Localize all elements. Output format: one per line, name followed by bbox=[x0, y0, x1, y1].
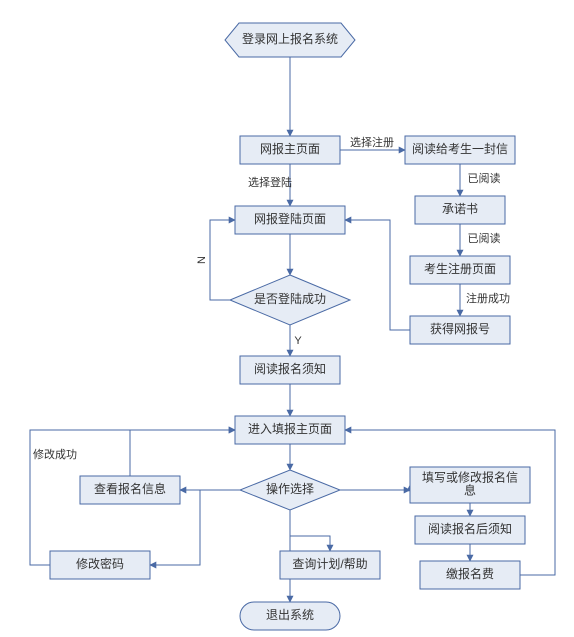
flowchart: 选择注册已阅读已阅读注册成功选择登陆NY修改成功登录网上报名系统网报主页面阅读给… bbox=[0, 0, 574, 637]
node-label-opselect: 操作选择 bbox=[266, 481, 314, 496]
node-label-afternotice: 阅读报名后须知 bbox=[428, 521, 512, 536]
node-letter: 阅读给考生一封信 bbox=[405, 136, 515, 164]
node-queryhelp: 查询计划/帮助 bbox=[280, 551, 380, 579]
node-loginok: 是否登陆成功 bbox=[230, 275, 350, 325]
node-opselect: 操作选择 bbox=[240, 470, 340, 510]
edge-opselect-queryhelp bbox=[290, 510, 330, 551]
node-label-changepwd: 修改密码 bbox=[76, 556, 124, 571]
node-label-payfee: 缴报名费 bbox=[446, 566, 494, 581]
edge-viewinfo-entermain bbox=[130, 430, 235, 476]
edge-label-promise-regpage: 已阅读 bbox=[468, 231, 501, 245]
node-payfee: 缴报名费 bbox=[420, 561, 520, 589]
node-homepage: 网报主页面 bbox=[240, 136, 340, 164]
node-label-loginpage: 网报登陆页面 bbox=[254, 211, 326, 226]
node-fillinfo: 填写或修改报名信息 bbox=[410, 467, 530, 503]
node-loginpage: 网报登陆页面 bbox=[235, 206, 345, 234]
edge-label-regpage-getid: 注册成功 bbox=[466, 291, 510, 305]
edge-label-loginok-loginpage: N bbox=[196, 256, 208, 264]
node-label-readnotice: 阅读报名须知 bbox=[254, 361, 326, 376]
node-readnotice: 阅读报名须知 bbox=[240, 356, 340, 384]
node-label-getid: 获得网报号 bbox=[430, 321, 490, 336]
node-start: 登录网上报名系统 bbox=[225, 23, 355, 57]
node-viewinfo: 查看报名信息 bbox=[80, 476, 180, 504]
edge-getid-loginpage bbox=[345, 220, 410, 330]
node-regpage: 考生注册页面 bbox=[410, 256, 510, 284]
node-label-queryhelp: 查询计划/帮助 bbox=[292, 557, 367, 571]
node-label-regpage: 考生注册页面 bbox=[424, 261, 496, 276]
edge-label-loginok-readnotice: Y bbox=[294, 335, 302, 347]
node-label-homepage: 网报主页面 bbox=[260, 141, 320, 156]
edge-label-changepwd-entermain: 修改成功 bbox=[33, 447, 77, 461]
edge-label-letter-promise: 已阅读 bbox=[468, 171, 501, 185]
node-label-start: 登录网上报名系统 bbox=[242, 31, 338, 46]
node-exit: 退出系统 bbox=[240, 602, 340, 630]
edge-label-homepage-letter: 选择注册 bbox=[350, 135, 394, 149]
edge-opselect-fillinfo bbox=[340, 485, 410, 490]
node-changepwd: 修改密码 bbox=[50, 551, 150, 579]
edge-loginok-loginpage bbox=[210, 220, 235, 300]
node-label-letter: 阅读给考生一封信 bbox=[412, 142, 508, 156]
node-label-viewinfo: 查看报名信息 bbox=[94, 481, 166, 496]
node-label-exit: 退出系统 bbox=[266, 608, 314, 622]
node-afternotice: 阅读报名后须知 bbox=[415, 516, 525, 544]
node-label-entermain: 进入填报主页面 bbox=[248, 421, 332, 436]
node-promise: 承诺书 bbox=[415, 196, 505, 224]
edge-label-homepage-loginpage: 选择登陆 bbox=[248, 175, 292, 189]
node-entermain: 进入填报主页面 bbox=[235, 416, 345, 444]
node-label-loginok: 是否登陆成功 bbox=[254, 291, 326, 306]
node-getid: 获得网报号 bbox=[410, 316, 510, 344]
node-label-promise: 承诺书 bbox=[442, 202, 478, 216]
